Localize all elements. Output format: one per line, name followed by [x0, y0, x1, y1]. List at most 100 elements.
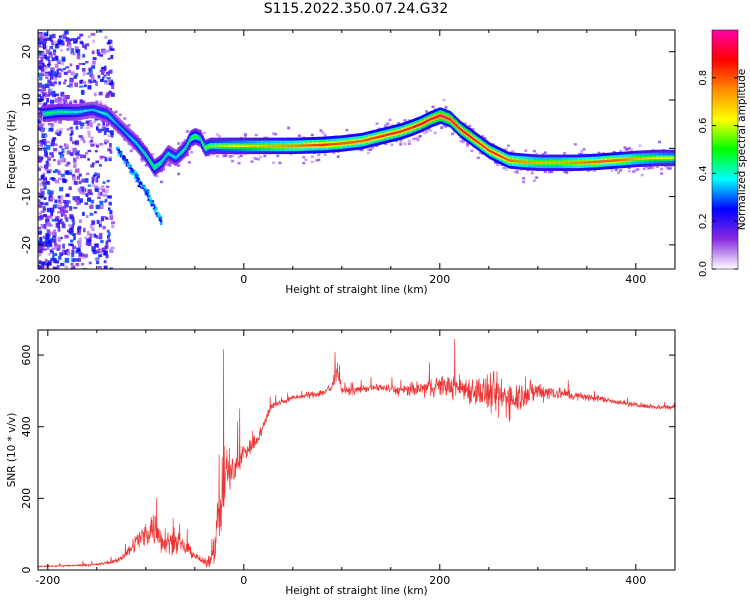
halo-cell [550, 170, 554, 174]
noise-cell [88, 261, 92, 265]
noise-cell [71, 245, 77, 250]
halo-cell [315, 159, 319, 162]
noise-cell [80, 89, 85, 95]
halo-cell [183, 139, 187, 142]
noise-cell [87, 85, 92, 90]
ridge-cell [205, 146, 208, 149]
branch-cell [143, 185, 146, 189]
noise-cell [97, 191, 101, 197]
noise-cell [39, 192, 44, 196]
ridge-cell [468, 134, 471, 137]
halo-cell [504, 148, 508, 151]
halo-cell [466, 144, 470, 147]
ridge-cell [422, 121, 425, 125]
noise-cell [38, 65, 43, 70]
branch-cell [136, 173, 139, 177]
ridge-cell [204, 147, 207, 150]
ridge-cell [253, 144, 255, 148]
noise-cell [81, 100, 86, 104]
noise-cell [74, 140, 79, 145]
noise-cell [82, 140, 86, 144]
ridge-cell [450, 119, 453, 122]
branch-cell [155, 207, 158, 211]
ridge-cell [446, 116, 449, 120]
ridge-cell [586, 161, 589, 164]
ridge-cell [641, 157, 644, 160]
noise-cell [97, 52, 102, 56]
ridge-cell [384, 134, 387, 137]
ridge-cell [78, 110, 81, 114]
noise-cell [109, 248, 113, 253]
noise-cell [38, 199, 41, 203]
ridge-cell [165, 154, 168, 158]
noise-cell [83, 84, 87, 88]
noise-cell [87, 184, 91, 187]
halo-cell [504, 168, 508, 171]
noise-cell [110, 54, 114, 59]
noise-cell [70, 71, 75, 76]
ridge-cell [208, 145, 211, 148]
ridge-cell [404, 128, 407, 132]
ridge-cell [504, 157, 506, 160]
ridge-cell [626, 158, 629, 161]
ridge-cell [362, 139, 365, 142]
noise-cell [47, 252, 51, 256]
halo-cell [332, 151, 336, 154]
halo-cell [532, 179, 536, 182]
ridge-cell [237, 144, 240, 148]
ridge-cell [42, 112, 45, 116]
ridge-cell [217, 144, 220, 148]
noise-cell [43, 94, 47, 100]
noise-cell [95, 261, 100, 265]
noise-cell [59, 145, 63, 149]
noise-cell [49, 34, 53, 40]
halo-cell [155, 174, 159, 178]
ridge-cell [386, 133, 389, 136]
ridge-cell [413, 125, 416, 128]
ridge-cell [539, 161, 542, 164]
noise-cell [57, 220, 62, 224]
noise-cell [45, 219, 50, 224]
ridge-cell [102, 112, 105, 115]
ridge-cell [560, 161, 562, 164]
noise-cell [98, 223, 102, 228]
noise-cell [72, 147, 77, 153]
noise-cell [64, 202, 69, 208]
ridge-cell [198, 136, 201, 140]
ridge-cell [580, 161, 583, 164]
noise-cell [58, 81, 61, 85]
noise-cell [98, 164, 103, 167]
ridge-cell [412, 126, 415, 129]
ridge-cell [349, 141, 352, 144]
noise-cell [69, 152, 74, 156]
halo-cell [582, 148, 586, 151]
noise-cell [106, 49, 111, 53]
ridge-cell [356, 140, 359, 143]
halo-cell [450, 132, 454, 136]
ridge-cell [125, 132, 128, 135]
ridge-cell [190, 137, 193, 140]
colorbar-frame [711, 29, 739, 270]
halo-cell [323, 134, 327, 137]
noise-cell [108, 158, 112, 162]
ridge-cell [230, 144, 232, 148]
noise-cell [53, 159, 56, 162]
ridge-cell [234, 144, 236, 148]
noise-cell [76, 65, 80, 69]
noise-cell [93, 172, 98, 177]
ridge-cell [176, 155, 179, 158]
ridge-cell [440, 114, 443, 117]
ridge-cell [227, 144, 230, 148]
halo-cell [399, 141, 403, 144]
heatmap-y-tick-label: 20 [20, 45, 33, 59]
halo-cell [494, 161, 498, 164]
noise-cell [38, 49, 42, 53]
halo-cell [507, 144, 511, 147]
snr-y-tick-label: 200 [20, 488, 33, 509]
ridge-cell [191, 136, 194, 139]
noise-cell [38, 253, 42, 257]
noise-cell [43, 64, 47, 68]
noise-cell [40, 223, 44, 228]
ridge-cell [219, 144, 222, 148]
halo-cell [386, 122, 390, 125]
